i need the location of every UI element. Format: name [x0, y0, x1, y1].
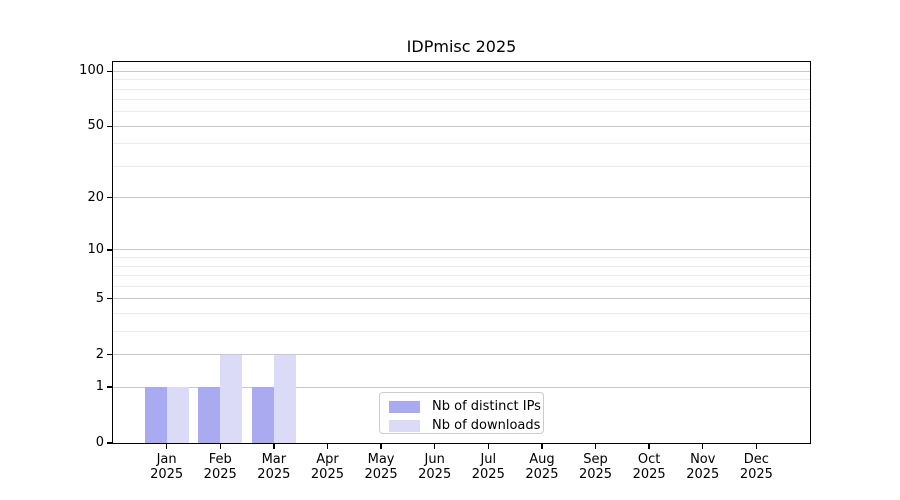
axis-frame	[112, 61, 811, 444]
x-tick-label: Aug 2025	[510, 452, 574, 482]
x-tick-year: 2025	[471, 467, 505, 482]
y-tick-mark	[107, 249, 112, 251]
x-tick-year: 2025	[203, 467, 237, 482]
grid-line-major	[113, 386, 810, 388]
x-tick-label: Feb 2025	[188, 452, 252, 482]
x-tick-mark	[380, 444, 382, 449]
x-tick-mark	[702, 444, 704, 449]
legend: Nb of distinct IPs Nb of downloads	[379, 392, 544, 434]
x-tick-year: 2025	[150, 467, 184, 482]
y-tick-mark	[107, 70, 112, 72]
grid-line-major	[113, 298, 810, 300]
y-tick-label: 5	[95, 290, 104, 306]
x-tick-label: Mar 2025	[242, 452, 306, 482]
x-tick-month: Oct	[637, 452, 661, 467]
x-tick-label: Jan 2025	[135, 452, 199, 482]
x-tick-month: Sep	[583, 452, 608, 467]
grid-line-minor	[113, 257, 810, 259]
legend-row: Nb of distinct IPs	[389, 399, 541, 415]
bar-distinct-ips	[198, 387, 221, 443]
y-tick-label: 100	[79, 63, 104, 79]
grid-line-major	[113, 70, 810, 72]
y-tick-label: 2	[95, 346, 104, 362]
legend-swatch-downloads	[389, 420, 420, 432]
x-tick-year: 2025	[578, 467, 613, 482]
x-tick-month: Jan	[156, 452, 177, 467]
grid-line-minor	[113, 265, 810, 267]
x-tick-mark	[326, 444, 329, 449]
x-tick-mark	[594, 444, 597, 449]
grid-line-minor	[113, 165, 810, 167]
legend-label: Nb of distinct IPs	[432, 399, 541, 414]
grid-line-major	[113, 354, 810, 356]
y-tick-mark	[107, 386, 112, 388]
x-tick-mark	[541, 444, 543, 449]
x-tick-label: Nov 2025	[671, 452, 735, 482]
x-tick-year: 2025	[257, 467, 291, 482]
x-tick-month: Mar	[261, 452, 287, 467]
x-tick-label: Oct 2025	[617, 452, 681, 482]
grid-line-major	[113, 249, 810, 251]
x-tick-label: Sep 2025	[564, 452, 628, 482]
grid-line-minor	[113, 79, 810, 81]
x-tick-mark	[219, 444, 221, 449]
x-tick-label: Jul 2025	[456, 452, 520, 482]
grid-line-minor	[113, 312, 810, 314]
x-tick-mark	[165, 444, 168, 449]
bar-downloads	[166, 387, 189, 443]
y-tick-label: 50	[87, 118, 104, 134]
bar-distinct-ips	[144, 387, 167, 443]
legend-swatch-distinct-ips	[389, 401, 420, 413]
x-tick-month: May	[367, 452, 395, 467]
grid-line-minor	[113, 88, 810, 90]
x-tick-month: Jun	[424, 452, 445, 467]
x-tick-month: Jul	[480, 452, 497, 467]
grid-line-minor	[113, 285, 810, 287]
x-tick-label: Jun 2025	[403, 452, 467, 482]
grid-line-minor	[113, 330, 810, 332]
y-tick-mark	[107, 442, 112, 444]
legend-row: Nb of downloads	[389, 418, 540, 434]
bar-downloads	[220, 354, 243, 443]
grid-line-minor	[113, 275, 810, 277]
x-tick-year: 2025	[739, 467, 773, 482]
y-tick-label: 1	[95, 379, 104, 395]
x-tick-month: Aug	[529, 452, 555, 467]
grid-line-minor	[113, 111, 810, 113]
x-tick-mark	[755, 444, 758, 449]
legend-label: Nb of downloads	[432, 418, 541, 433]
x-tick-mark	[433, 444, 436, 449]
grid-line-minor	[113, 99, 810, 101]
x-tick-mark	[487, 444, 489, 449]
y-tick-label: 20	[87, 189, 104, 205]
chart-title: IDPmisc 2025	[406, 37, 517, 56]
x-tick-label: May 2025	[349, 452, 413, 482]
grid-line-major	[113, 125, 810, 127]
grid-line-major	[113, 197, 810, 199]
x-tick-label: Apr 2025	[295, 452, 359, 482]
x-tick-year: 2025	[364, 467, 398, 482]
x-tick-label: Dec 2025	[724, 452, 788, 482]
x-tick-mark	[273, 444, 275, 449]
grid-line-minor	[113, 143, 810, 145]
x-tick-year: 2025	[310, 467, 344, 482]
y-tick-mark	[107, 297, 112, 300]
x-tick-month: Nov	[690, 452, 716, 467]
y-tick-mark	[107, 197, 112, 199]
y-tick-mark	[107, 125, 112, 128]
y-tick-mark	[107, 353, 112, 356]
x-tick-month: Apr	[316, 452, 339, 467]
x-tick-year: 2025	[632, 467, 666, 482]
x-tick-year: 2025	[686, 467, 720, 482]
bar-distinct-ips	[251, 387, 274, 443]
x-tick-year: 2025	[418, 467, 452, 482]
x-tick-month: Dec	[743, 452, 769, 467]
y-tick-label: 10	[87, 241, 104, 257]
y-tick-label: 0	[95, 435, 104, 450]
x-tick-mark	[648, 444, 650, 449]
bar-downloads	[273, 354, 296, 443]
x-tick-month: Feb	[208, 452, 232, 467]
x-tick-year: 2025	[525, 467, 559, 482]
